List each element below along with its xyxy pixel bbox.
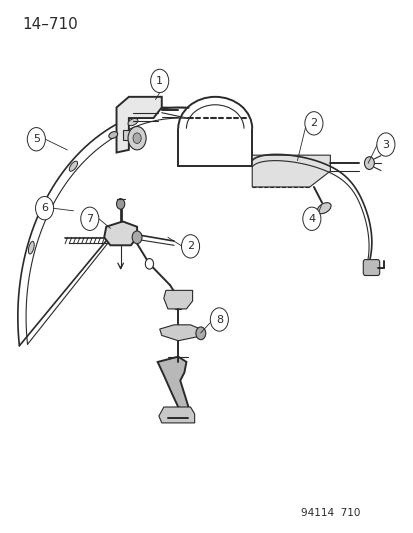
Ellipse shape bbox=[109, 132, 117, 139]
Circle shape bbox=[181, 235, 199, 258]
Text: 6: 6 bbox=[41, 203, 48, 213]
Circle shape bbox=[145, 259, 153, 269]
Circle shape bbox=[302, 207, 320, 230]
Polygon shape bbox=[157, 357, 188, 410]
Circle shape bbox=[36, 197, 54, 220]
Ellipse shape bbox=[69, 161, 77, 171]
Text: 7: 7 bbox=[86, 214, 93, 224]
Circle shape bbox=[195, 327, 205, 340]
Text: 4: 4 bbox=[308, 214, 315, 224]
Ellipse shape bbox=[128, 118, 138, 126]
Text: 3: 3 bbox=[382, 140, 389, 150]
Polygon shape bbox=[159, 325, 202, 341]
Text: 5: 5 bbox=[33, 134, 40, 144]
Text: 2: 2 bbox=[310, 118, 317, 128]
Circle shape bbox=[81, 207, 99, 230]
Circle shape bbox=[116, 199, 124, 209]
Text: 1: 1 bbox=[156, 76, 163, 86]
Polygon shape bbox=[104, 221, 137, 245]
FancyBboxPatch shape bbox=[362, 260, 379, 276]
Circle shape bbox=[132, 231, 142, 244]
Circle shape bbox=[128, 126, 146, 150]
Polygon shape bbox=[159, 407, 194, 423]
Circle shape bbox=[210, 308, 228, 331]
Polygon shape bbox=[122, 130, 131, 140]
Circle shape bbox=[304, 112, 322, 135]
Circle shape bbox=[27, 127, 45, 151]
Polygon shape bbox=[252, 155, 330, 187]
Text: 8: 8 bbox=[215, 314, 222, 325]
Text: 2: 2 bbox=[187, 241, 194, 252]
Polygon shape bbox=[116, 97, 161, 152]
Circle shape bbox=[376, 133, 394, 156]
Circle shape bbox=[363, 157, 373, 169]
Polygon shape bbox=[164, 290, 192, 309]
Text: 14–710: 14–710 bbox=[22, 17, 78, 33]
Circle shape bbox=[133, 133, 141, 143]
Text: 94114  710: 94114 710 bbox=[300, 508, 359, 519]
Ellipse shape bbox=[316, 203, 330, 214]
Ellipse shape bbox=[28, 241, 34, 254]
Circle shape bbox=[150, 69, 169, 93]
